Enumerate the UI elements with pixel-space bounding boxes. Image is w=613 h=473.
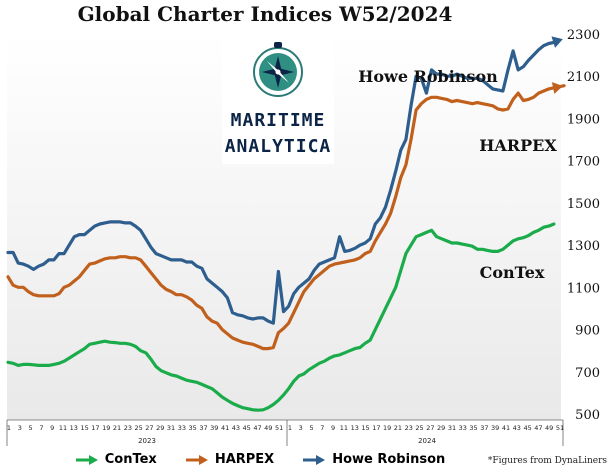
x-tick-label: 39 [491, 424, 499, 432]
y-tick-label: 500 [575, 408, 600, 423]
series-arrow-harpex [551, 82, 563, 94]
x-tick-label: 17 [91, 424, 99, 432]
legend-item: ConTex [75, 452, 157, 467]
series-arrow-howe-robinson [551, 36, 563, 48]
x-tick-label: 45 [523, 424, 531, 432]
legend-swatch [185, 454, 208, 465]
series-line-howe-robinson [6, 38, 561, 325]
legend-swatch [303, 454, 326, 465]
x-tick-label: 49 [545, 424, 553, 432]
x-tick-label: 13 [70, 424, 78, 432]
x-tick-label: 27 [426, 424, 434, 432]
x-tick-label: 7 [39, 424, 43, 432]
x-tick-label: 3 [18, 424, 22, 432]
x-tick-label: 15 [361, 424, 369, 432]
x-tick-label: 21 [113, 424, 121, 432]
y-tick-label: 1300 [567, 239, 600, 254]
y-axis: 500 700 900 1100 1300 1500 1700 1900 2100 2300 [567, 28, 600, 423]
x-tick-label: 31 [448, 424, 456, 432]
x-year-label: 2024 [418, 437, 436, 445]
x-tick-label: 51 [556, 424, 564, 432]
legend-label: ConTex [104, 452, 157, 467]
x-tick-label: 33 [178, 424, 186, 432]
x-tick-label: 17 [372, 424, 380, 432]
y-tick-label: 900 [575, 324, 600, 339]
x-tick-label: 11 [59, 424, 67, 432]
y-tick-label: 1900 [567, 112, 600, 127]
x-tick-label: 19 [383, 424, 391, 432]
x-tick-label: 51 [275, 424, 283, 432]
logo-line-1: MARITIME [230, 110, 326, 131]
logo-line-2: ANALYTICA [224, 136, 332, 157]
x-tick-label: 21 [394, 424, 402, 432]
x-tick-label: 39 [210, 424, 218, 432]
x-tick-label: 43 [232, 424, 240, 432]
x-tick-label: 1 [288, 424, 292, 432]
logo [222, 38, 334, 164]
x-axis: 1 3 5 7 9 11 13 15 17 19 21 23 25 27 29 31 33 35 37 39 41 43 4… [6, 419, 564, 446]
x-tick-label: 43 [513, 424, 521, 432]
legend: ConTex HARPEX Howe Robinson [0, 452, 520, 467]
x-tick-label: 47 [253, 424, 261, 432]
y-tick-label: 2300 [567, 28, 600, 43]
x-tick-label: 47 [534, 424, 542, 432]
series-layer [6, 36, 566, 412]
legend-swatch [75, 454, 98, 465]
x-year-label: 2023 [138, 437, 156, 445]
x-tick-label: 19 [102, 424, 110, 432]
footnote: *Figures from DynaLiners [487, 456, 607, 466]
x-tick-label: 25 [135, 424, 143, 432]
x-tick-label: 23 [124, 424, 132, 432]
x-tick-label: 35 [469, 424, 477, 432]
x-tick-label: 3 [299, 424, 303, 432]
x-tick-label: 33 [459, 424, 467, 432]
x-tick-label: 35 [189, 424, 197, 432]
x-tick-label: 1 [7, 424, 11, 432]
x-tick-label: 9 [50, 424, 54, 432]
x-tick-label: 29 [156, 424, 164, 432]
y-tick-label: 1100 [567, 281, 600, 296]
series-line-contex [6, 222, 556, 412]
x-tick-label: 27 [145, 424, 153, 432]
series-annotation: Howe Robinson [358, 67, 498, 86]
x-tick-label: 5 [29, 424, 33, 432]
x-tick-label: 37 [199, 424, 207, 432]
x-tick-label: 5 [309, 424, 313, 432]
x-tick-label: 25 [415, 424, 423, 432]
y-tick-label: 1700 [567, 155, 600, 170]
x-tick-label: 9 [331, 424, 335, 432]
x-tick-label: 7 [320, 424, 324, 432]
series-line-harpex [6, 84, 566, 351]
x-tick-label: 11 [340, 424, 348, 432]
x-tick-label: 45 [243, 424, 251, 432]
x-tick-label: 23 [405, 424, 413, 432]
series-annotation: ConTex [480, 263, 545, 282]
compass-icon [253, 42, 303, 97]
annotations: Howe Robinson HARPEX ConTex [358, 67, 557, 282]
x-tick-label: 41 [221, 424, 229, 432]
series-annotation: HARPEX [479, 136, 557, 155]
x-tick-label: 29 [437, 424, 445, 432]
legend-label: Howe Robinson [332, 452, 446, 467]
y-tick-label: 1500 [567, 197, 600, 212]
x-tick-label: 49 [264, 424, 272, 432]
legend-item: HARPEX [185, 452, 274, 467]
x-tick-label: 15 [80, 424, 88, 432]
chart-title: Global Charter Indices W52/2024 [77, 2, 453, 26]
y-tick-label: 700 [575, 366, 600, 381]
legend-label: HARPEX [214, 452, 275, 467]
x-tick-label: 37 [480, 424, 488, 432]
x-tick-label: 31 [167, 424, 175, 432]
x-tick-label: 41 [502, 424, 510, 432]
legend-item: Howe Robinson [302, 452, 445, 467]
x-tick-label: 13 [351, 424, 359, 432]
y-tick-label: 2100 [567, 70, 600, 85]
